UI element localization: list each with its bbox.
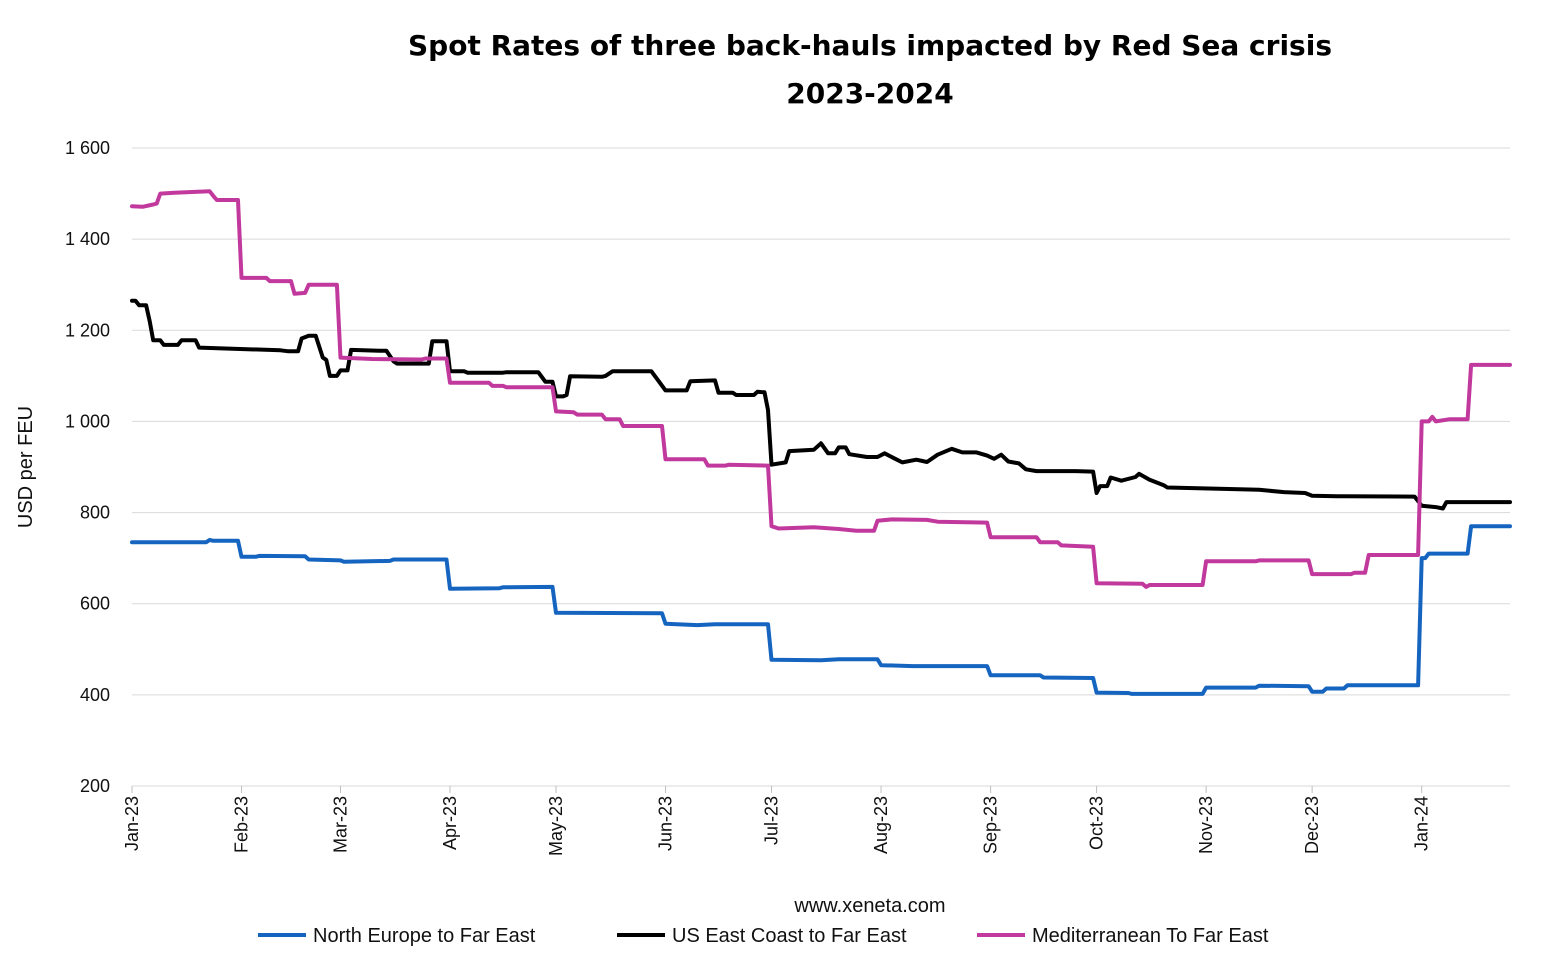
- x-tick-label: Jun-23: [656, 796, 676, 851]
- x-tick-label: Jan-23: [122, 796, 142, 851]
- series-line: [130, 298, 1512, 511]
- x-tick-label: Mar-23: [330, 796, 350, 853]
- x-tick-label: Nov-23: [1196, 796, 1216, 854]
- x-axis-title: www.xeneta.com: [793, 895, 945, 917]
- y-axis-ticks: 200 400 600 800 1 000 1 200 1 400 1 600: [65, 138, 110, 796]
- x-tick-label: Sep-23: [981, 796, 1001, 854]
- x-axis-ticks: Jan-23 Feb-23 Mar-23 Apr-23 May-23 Jun-23 Jul-…: [122, 786, 1432, 856]
- legend-item: Mediterranean To Far East: [977, 925, 1269, 947]
- y-tick-label: 800: [80, 503, 110, 523]
- legend-item: US East Coast to Far East: [617, 925, 907, 947]
- x-tick-label: Jan-24: [1412, 796, 1432, 851]
- y-tick-label: 1 000: [65, 411, 110, 431]
- y-axis-title: USD per FEU: [15, 406, 37, 528]
- series-line: [130, 189, 1512, 589]
- grid: [132, 147, 1510, 787]
- chart-title: Spot Rates of three back-hauls impacted …: [408, 29, 1332, 62]
- series-line: [130, 524, 1512, 696]
- legend: North Europe to Far East US East Coast to…: [258, 925, 1269, 947]
- y-tick-label: 1 400: [65, 229, 110, 249]
- y-tick-label: 600: [80, 594, 110, 614]
- series-lines: [130, 189, 1512, 696]
- x-tick-label: Dec-23: [1302, 796, 1322, 854]
- chart-subtitle: 2023-2024: [786, 77, 953, 110]
- y-tick-label: 1 600: [65, 138, 110, 158]
- x-tick-label: Aug-23: [871, 796, 891, 854]
- x-tick-label: Jul-23: [762, 796, 782, 845]
- x-tick-label: May-23: [546, 796, 566, 856]
- legend-label: North Europe to Far East: [313, 925, 536, 947]
- y-tick-label: 200: [80, 776, 110, 796]
- y-tick-label: 1 200: [65, 320, 110, 340]
- x-tick-label: Apr-23: [440, 796, 460, 850]
- x-tick-label: Oct-23: [1087, 796, 1107, 850]
- legend-item: North Europe to Far East: [258, 925, 536, 947]
- y-tick-label: 400: [80, 685, 110, 705]
- legend-label: Mediterranean To Far East: [1032, 925, 1269, 947]
- x-tick-label: Feb-23: [232, 796, 252, 853]
- legend-label: US East Coast to Far East: [672, 925, 907, 947]
